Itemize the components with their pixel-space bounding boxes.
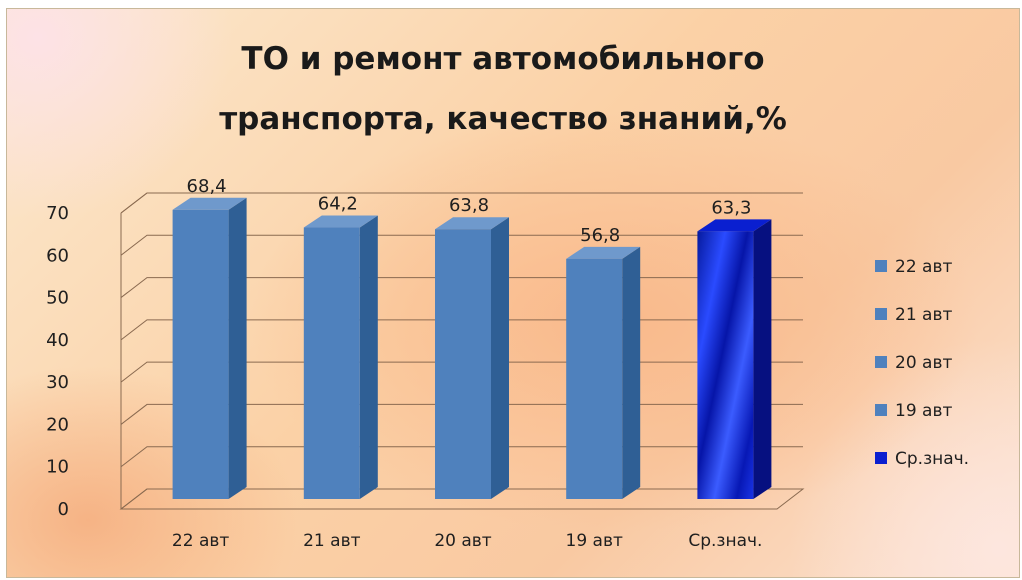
bar-side <box>753 219 772 500</box>
bar <box>697 219 772 500</box>
x-axis: 22 авт 21 авт 20 авт 19 авт Ср.знач. <box>172 531 763 551</box>
legend-entry: 21 авт <box>895 305 952 325</box>
floor <box>119 488 805 510</box>
bars: 68,4 64,2 63,8 56,8 63,3 <box>172 176 772 500</box>
legend-entry: 20 авт <box>895 353 952 373</box>
legend-swatch <box>875 404 887 416</box>
chart-title-line-1: ТО и ремонт автомобильного <box>241 41 764 77</box>
legend-swatch <box>875 452 887 464</box>
y-tick-label: 20 <box>46 414 69 435</box>
data-label: 68,4 <box>187 176 227 197</box>
y-tick-label: 70 <box>46 203 69 224</box>
legend-entry: 19 авт <box>895 401 952 421</box>
y-tick-label: 60 <box>46 245 69 266</box>
bar <box>172 197 247 499</box>
bar <box>303 215 378 500</box>
x-tick-label: Ср.знач. <box>688 531 762 551</box>
chart-title-line-2: транспорта, качество знаний,% <box>219 101 787 137</box>
legend-swatch <box>875 260 887 272</box>
gridline <box>120 234 803 256</box>
data-label: 63,8 <box>449 195 489 216</box>
bar-top <box>303 215 378 228</box>
bar-front <box>172 209 229 499</box>
bar-side <box>228 197 247 499</box>
legend: 22 авт 21 авт 20 авт 19 авт Ср.знач. <box>875 257 969 469</box>
y-tick-label: 40 <box>46 330 69 351</box>
x-tick-label: 20 авт <box>434 531 491 551</box>
legend-swatch <box>875 356 887 368</box>
bar-top <box>566 246 641 259</box>
bar-front <box>435 229 491 499</box>
gridlines <box>119 192 805 510</box>
bar-front <box>303 227 360 500</box>
chart-area: ТО и ремонт автомобильного транспорта, к… <box>6 8 1020 578</box>
y-tick-label: 30 <box>46 372 69 393</box>
bar-top <box>697 219 772 232</box>
bar-front <box>697 231 754 499</box>
bar-top <box>172 197 247 210</box>
legend-entry: 22 авт <box>895 257 952 277</box>
legend-entry: Ср.знач. <box>895 449 969 469</box>
data-label: 63,3 <box>711 197 751 218</box>
bar-side <box>491 217 509 499</box>
x-tick-label: 19 авт <box>566 531 623 551</box>
bar-front <box>566 258 623 499</box>
bar-side <box>359 215 378 500</box>
bar <box>435 217 509 499</box>
bar-side <box>622 246 641 499</box>
bar-top <box>435 217 509 230</box>
x-tick-label: 22 авт <box>172 531 229 551</box>
y-tick-label: 10 <box>46 457 69 478</box>
legend-swatch <box>875 308 887 320</box>
bar-chart: ТО и ремонт автомобильного транспорта, к… <box>46 41 969 551</box>
x-tick-label: 21 авт <box>303 531 360 551</box>
y-axis: 0 10 20 30 40 50 60 70 <box>46 203 69 520</box>
data-label: 56,8 <box>580 225 620 246</box>
gridline <box>120 192 803 214</box>
bar <box>566 246 641 499</box>
y-tick-label: 0 <box>58 499 69 520</box>
y-tick-label: 50 <box>46 288 69 309</box>
data-label: 64,2 <box>318 194 358 215</box>
